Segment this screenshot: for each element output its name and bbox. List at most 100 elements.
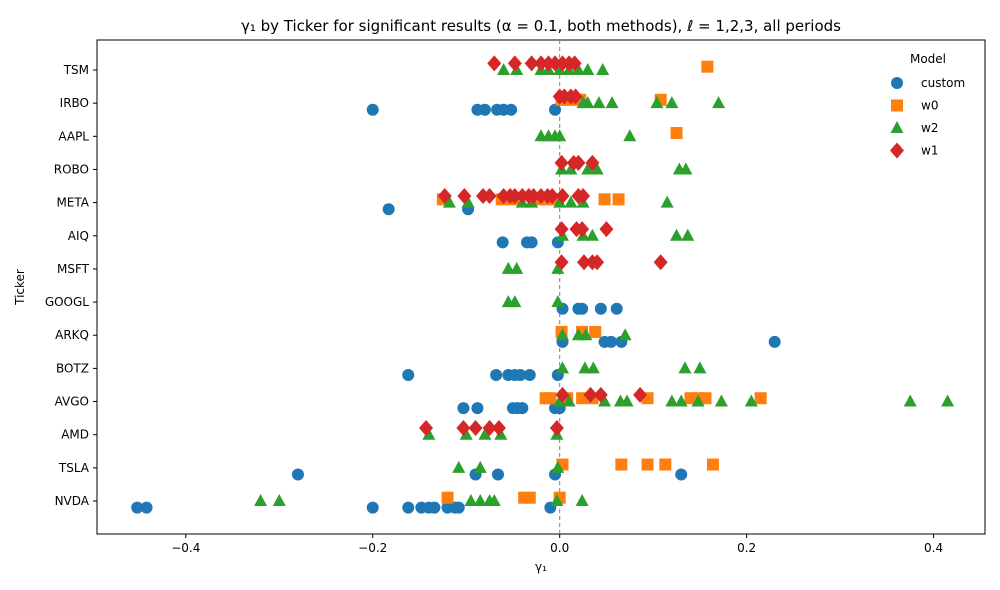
point-w0 [544, 392, 557, 405]
point-w2 [553, 394, 567, 407]
point-w1 [567, 55, 582, 72]
point-w2 [660, 195, 674, 208]
point-custom [523, 369, 536, 382]
point-w2 [571, 63, 585, 75]
chart-title: γ₁ by Ticker for significant results (α … [241, 17, 841, 35]
point-w2 [681, 228, 695, 241]
point-w2 [551, 295, 565, 308]
point-w0 [641, 458, 654, 471]
y-tick-label: META [56, 196, 89, 210]
y-tick-label: MSFT [57, 262, 90, 276]
point-w2 [508, 295, 522, 308]
y-tick-label: ROBO [54, 162, 89, 176]
point-w1 [456, 420, 471, 437]
point-w1 [482, 187, 497, 204]
point-w1 [534, 55, 548, 72]
point-w1 [568, 88, 583, 105]
point-w2 [422, 427, 436, 440]
point-custom [490, 369, 503, 382]
point-custom [366, 103, 379, 116]
point-w2 [605, 96, 619, 109]
point-w2 [670, 228, 684, 241]
point-custom [291, 468, 304, 481]
point-custom [366, 501, 379, 514]
point-w2 [473, 460, 487, 473]
point-w2 [586, 361, 600, 374]
point-w1 [554, 154, 569, 171]
y-tick-label: BOTZ [56, 361, 89, 375]
x-axis-ticks: −0.4 −0.2 0.0 0.2 0.4 [171, 534, 943, 555]
point-w2 [575, 494, 589, 506]
point-w1 [593, 386, 608, 403]
series-custom [131, 103, 781, 514]
point-w1 [548, 55, 563, 72]
point-w0 [706, 458, 719, 471]
y-tick-label: NVDA [55, 494, 90, 508]
point-w2 [459, 427, 473, 440]
point-custom [768, 335, 781, 348]
point-custom [610, 302, 623, 315]
point-w2 [650, 96, 664, 109]
point-w2 [579, 328, 593, 341]
point-w2 [665, 96, 679, 109]
point-w2 [452, 460, 466, 473]
point-w1 [437, 187, 452, 204]
point-w2 [679, 162, 693, 175]
point-w1 [545, 187, 560, 204]
point-w1 [482, 420, 497, 437]
point-w2 [551, 261, 565, 274]
point-w1 [507, 55, 522, 72]
point-w1 [571, 154, 586, 171]
point-w1 [576, 254, 591, 271]
point-w2 [665, 394, 679, 407]
point-w2 [581, 162, 595, 175]
point-w2 [564, 195, 578, 208]
point-w1 [633, 386, 648, 403]
point-w2 [578, 361, 592, 374]
point-w1 [583, 386, 598, 403]
point-w2 [598, 394, 612, 407]
point-w2 [678, 361, 692, 374]
point-custom [514, 369, 527, 382]
point-w0 [523, 491, 536, 504]
y-tick-label: GOOGL [45, 295, 89, 309]
point-custom [452, 501, 465, 514]
point-custom [402, 369, 415, 382]
point-w2 [564, 162, 578, 175]
point-w2 [553, 129, 567, 142]
point-w1 [491, 420, 506, 437]
point-w1 [554, 221, 569, 238]
point-w1 [468, 420, 483, 437]
point-custom [525, 236, 538, 249]
point-w0 [615, 458, 628, 471]
point-w1 [653, 254, 668, 271]
point-w2 [551, 460, 565, 473]
point-w2 [714, 394, 728, 407]
y-tick-label: AAPL [58, 129, 89, 143]
point-custom [402, 501, 415, 514]
point-w2 [478, 427, 492, 440]
point-custom [675, 468, 688, 481]
point-custom [576, 302, 589, 315]
legend-marker-w2 [890, 121, 904, 133]
point-w0 [659, 458, 672, 471]
point-custom [516, 402, 529, 415]
point-w1 [575, 221, 590, 238]
point-custom [140, 501, 153, 514]
point-w2 [473, 494, 487, 506]
point-w2 [550, 494, 564, 506]
point-w2 [596, 63, 610, 75]
legend-label-w0: w0 [921, 99, 938, 113]
point-w2 [510, 261, 524, 274]
point-w2 [618, 328, 632, 341]
point-w2 [581, 96, 595, 109]
point-w2 [585, 228, 599, 241]
point-w2 [712, 96, 726, 109]
x-tick-label: 0.4 [924, 541, 943, 555]
y-tick-label: TSLA [58, 461, 90, 475]
point-w2 [693, 361, 707, 374]
point-w2 [623, 129, 637, 142]
point-w0 [670, 126, 683, 139]
point-w2 [497, 63, 511, 75]
